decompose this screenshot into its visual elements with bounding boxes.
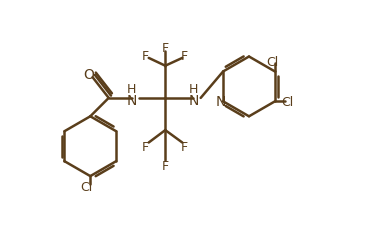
Text: H: H [127, 83, 136, 96]
Text: N: N [216, 95, 226, 109]
Text: Cl: Cl [80, 180, 93, 193]
Text: F: F [142, 140, 149, 153]
Text: F: F [142, 49, 149, 62]
Text: F: F [181, 140, 188, 153]
Text: N: N [188, 94, 199, 108]
Text: Cl: Cl [267, 56, 279, 68]
Text: N: N [126, 94, 137, 108]
Text: H: H [189, 83, 198, 96]
Text: F: F [162, 159, 169, 172]
Text: Cl: Cl [282, 95, 294, 108]
Text: O: O [83, 67, 94, 81]
Text: F: F [162, 42, 169, 55]
Text: F: F [181, 49, 188, 62]
